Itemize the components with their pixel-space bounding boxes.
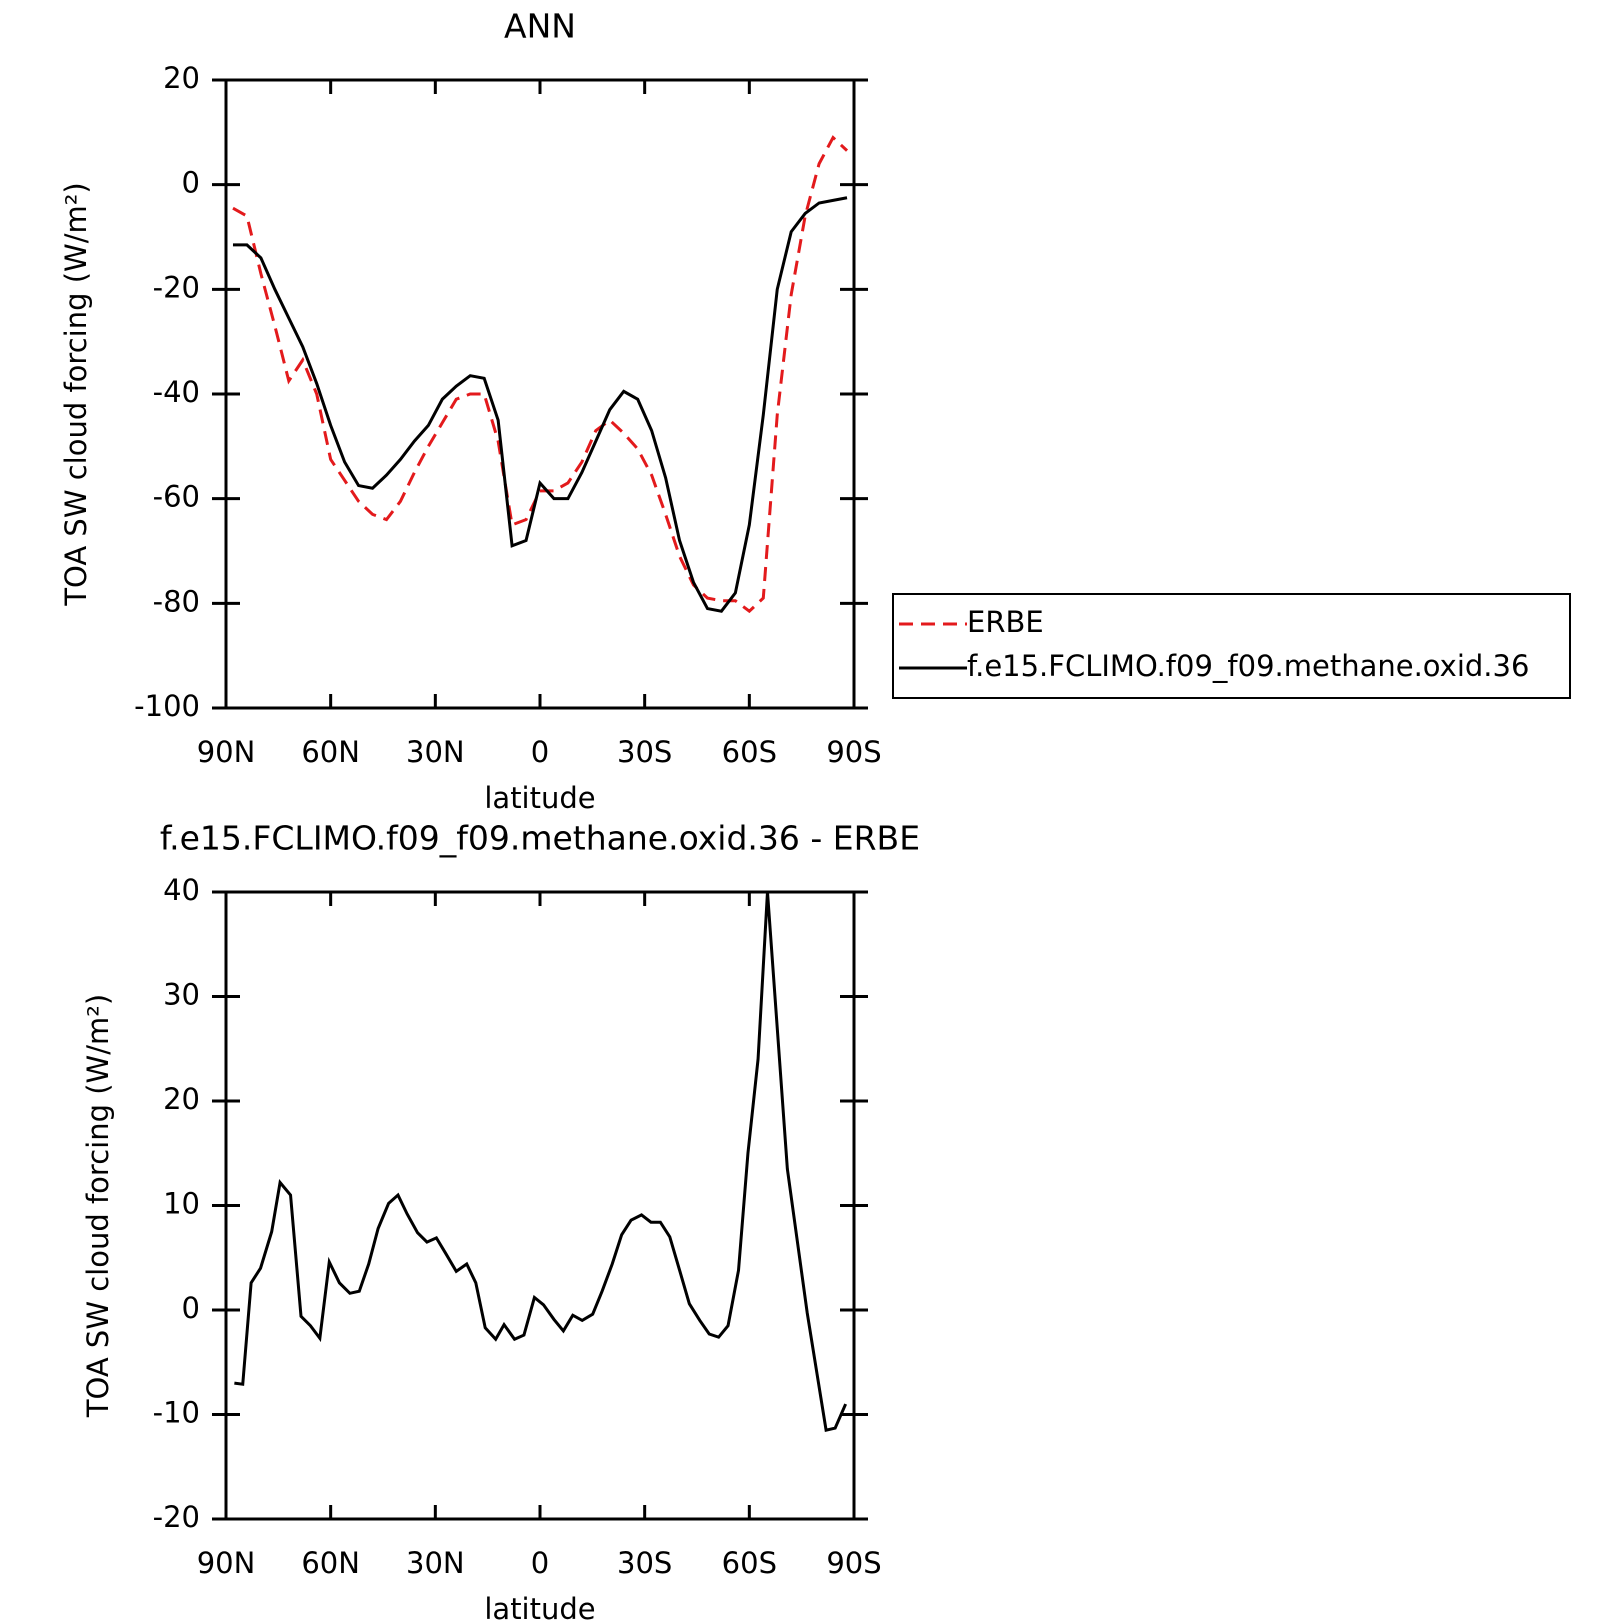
x-tick-label: 30S [617,1546,672,1580]
y-tick-label: 0 [182,1291,200,1325]
x-tick-label: 90N [197,735,256,769]
legend-label: f.e15.FCLIMO.f09_f09.methane.oxid.36 [967,649,1529,683]
x-tick-label: 0 [531,1546,549,1580]
x-axis-label: latitude [484,1592,595,1624]
y-axis-label: TOA SW cloud forcing (W/m²) [59,182,93,606]
x-tick-label: 90S [826,735,881,769]
y-tick-label: 40 [163,873,200,907]
y-axis-label: TOA SW cloud forcing (W/m²) [81,994,115,1418]
x-tick-label: 30N [406,735,465,769]
x-tick-label: 90S [826,1546,881,1580]
x-tick-label: 60N [301,1546,360,1580]
x-axis-label: latitude [484,781,595,815]
y-tick-label: -100 [134,689,200,723]
y-tick-label: 30 [163,978,200,1012]
legend-label: ERBE [967,605,1044,639]
x-tick-label: 90N [197,1546,256,1580]
chart-title: ANN [504,7,576,46]
plot-frame [224,78,856,710]
y-tick-label: -20 [153,270,200,304]
x-tick-label: 60S [722,1546,777,1580]
x-tick-label: 60N [301,735,360,769]
y-tick-label: -60 [153,480,200,514]
x-tick-label: 60S [722,735,777,769]
chart-title: f.e15.FCLIMO.f09_f09.methane.oxid.36 - E… [160,819,920,858]
y-tick-label: -20 [153,1500,200,1534]
x-tick-label: 30S [617,735,672,769]
y-tick-label: -10 [153,1396,200,1430]
data-line [232,135,849,614]
y-tick-label: 10 [163,1187,200,1221]
legend-box [892,593,1571,699]
plot-frame [224,890,856,1521]
y-tick-label: -80 [153,584,200,618]
y-tick-label: 0 [182,166,200,200]
data-line [234,891,848,1433]
y-tick-label: 20 [163,61,200,95]
y-tick-label: 20 [163,1082,200,1116]
x-tick-label: 0 [531,735,549,769]
x-tick-label: 30N [406,1546,465,1580]
data-line [232,196,848,613]
y-tick-label: -40 [153,375,200,409]
